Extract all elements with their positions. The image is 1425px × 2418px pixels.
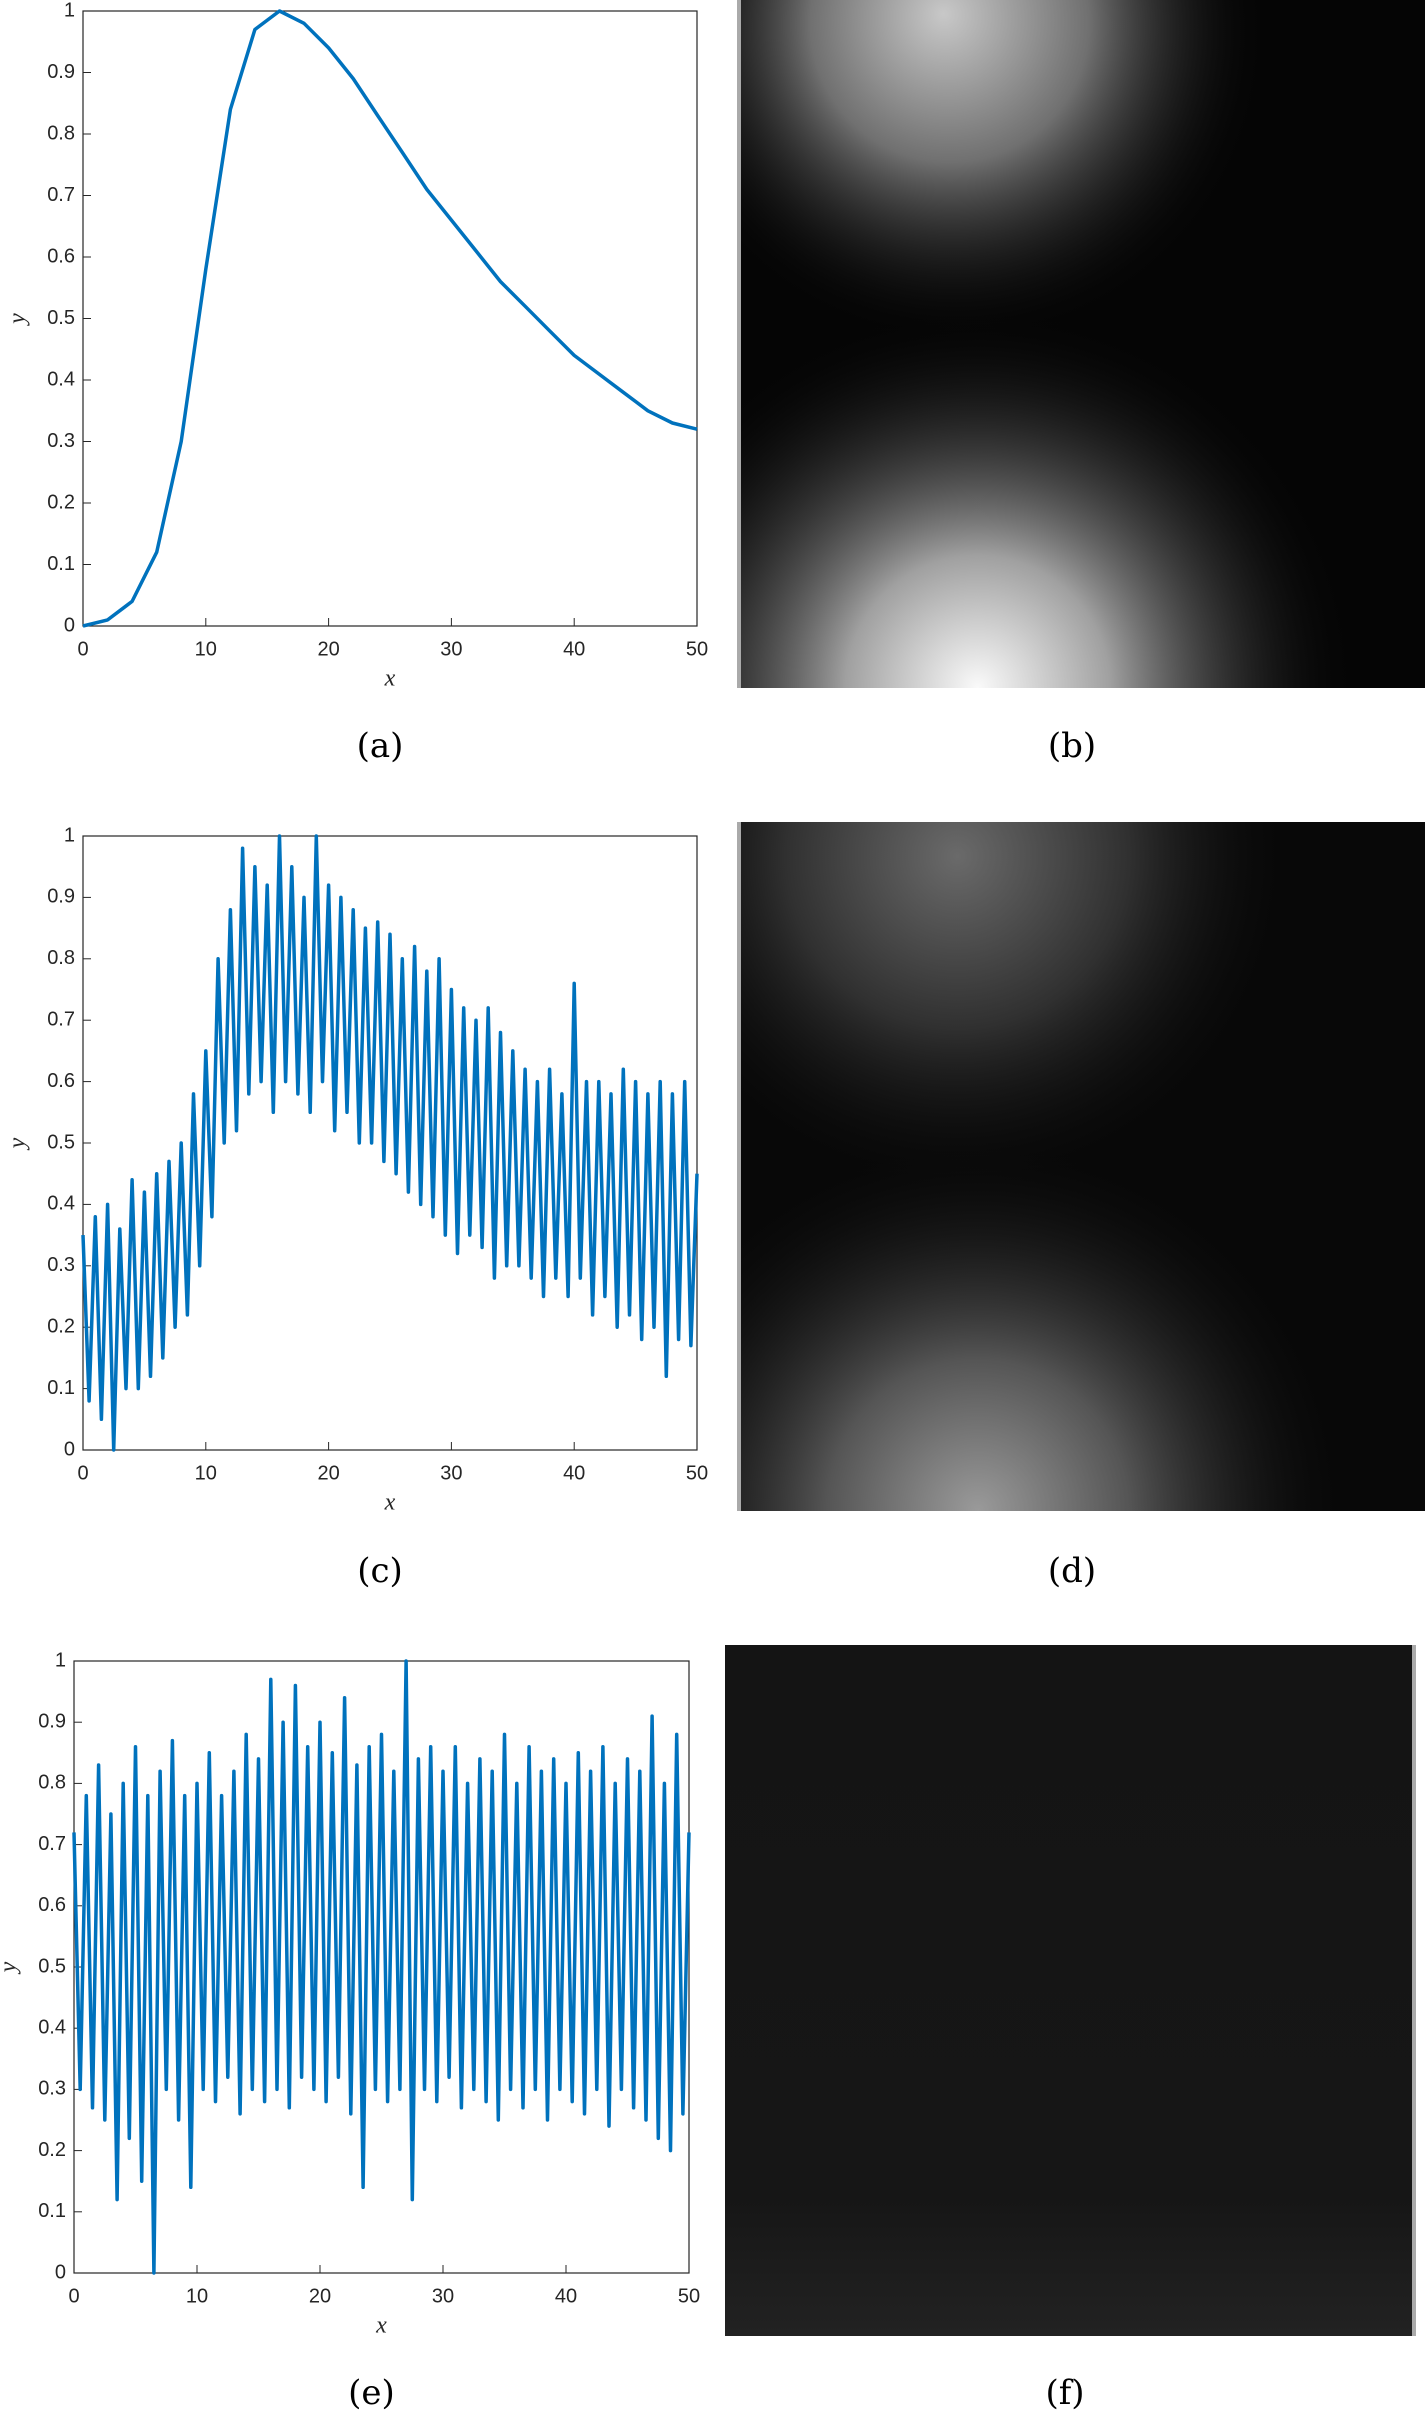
x-tick-label: 30 [440,638,462,660]
y-tick-label: 0.6 [47,1070,75,1092]
caption: (c) [357,1551,403,1591]
x-tick-label: 50 [678,2285,700,2307]
y-tick-label: 0.1 [47,1377,75,1399]
x-axis-label: x [375,2313,387,2339]
y-tick-label: 1 [55,1649,66,1671]
y-tick-label: 0.4 [38,2016,66,2038]
y-tick-label: 1 [64,824,75,846]
y-tick-label: 0.4 [47,1193,75,1215]
x-axis-label: x [384,1490,396,1516]
y-tick-label: 0.1 [38,2200,66,2222]
x-tick-label: 30 [432,2285,454,2307]
y-tick-label: 0.8 [47,947,75,969]
y-tick-label: 0.3 [47,430,75,452]
y-tick-label: 0 [55,2261,66,2283]
x-tick-label: 40 [563,638,585,660]
caption: (f) [1045,2373,1084,2413]
heatmap-f [725,1645,1416,2336]
y-tick-label: 0.3 [47,1254,75,1276]
x-tick-label: 20 [317,1462,339,1484]
x-axis-label: x [384,666,396,692]
y-tick-label: 0.8 [47,122,75,144]
y-tick-label: 0.1 [47,553,75,575]
y-tick-label: 0.4 [47,368,75,390]
data-line [82,9,698,628]
plot-area [82,835,698,1451]
y-tick-label: 0.5 [38,1955,66,1977]
y-tick-label: 0.2 [47,491,75,513]
heatmap-b [737,0,1425,688]
y-tick-label: 0.8 [38,1772,66,1794]
x-tick-label: 10 [195,638,217,660]
y-tick-label: 0.3 [38,2078,66,2100]
y-tick-label: 0.2 [47,1315,75,1337]
x-tick-label: 10 [186,2285,208,2307]
y-tick-label: 0 [64,1438,75,1460]
y-tick-label: 0.2 [38,2139,66,2161]
y-tick-label: 1 [64,0,75,21]
x-tick-label: 0 [77,638,88,660]
x-tick-label: 30 [440,1462,462,1484]
y-tick-label: 0.5 [47,307,75,329]
data-line [81,834,699,1452]
x-tick-label: 40 [555,2285,577,2307]
x-tick-label: 20 [317,638,339,660]
y-axis-label: y [5,1137,31,1150]
y-tick-label: 0.6 [38,1894,66,1916]
y-tick-label: 0.5 [47,1131,75,1153]
y-tick-label: 0.7 [38,1833,66,1855]
caption: (d) [1048,1551,1096,1591]
caption: (b) [1048,726,1096,766]
data-line [72,1659,691,2275]
caption: (a) [357,726,404,766]
x-tick-label: 0 [77,1462,88,1484]
x-tick-label: 0 [68,2285,79,2307]
y-tick-label: 0.6 [47,245,75,267]
y-axis-label: y [0,1961,22,1974]
y-axis-label: y [5,313,31,326]
plot-area [82,10,698,627]
y-tick-label: 0.7 [47,184,75,206]
y-tick-label: 0 [64,614,75,636]
y-tick-label: 0.9 [47,886,75,908]
x-tick-label: 50 [686,638,708,660]
y-tick-label: 0.9 [38,1710,66,1732]
x-tick-label: 20 [309,2285,331,2307]
x-tick-label: 50 [686,1462,708,1484]
caption: (e) [348,2373,395,2413]
y-tick-label: 0.7 [47,1008,75,1030]
heatmap-d [737,822,1425,1511]
x-tick-label: 40 [563,1462,585,1484]
x-tick-label: 10 [195,1462,217,1484]
y-tick-label: 0.9 [47,61,75,83]
